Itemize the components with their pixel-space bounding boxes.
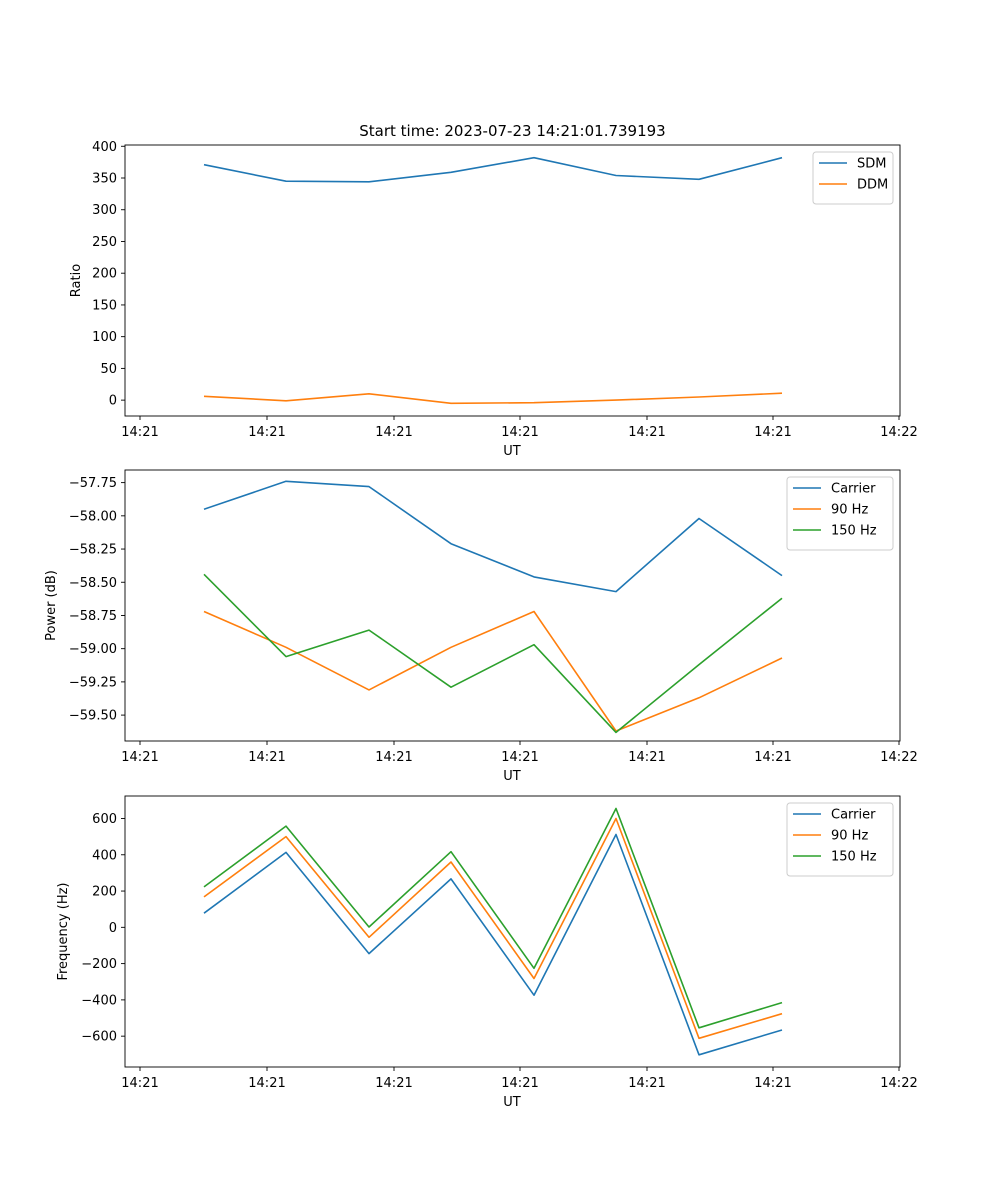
plot-3: 14:21 14:21 14:21 14:21 14:21 14:21 14:22 600 40… <box>56 795 918 1110</box>
x-tick-label: 14:22 <box>880 1076 917 1091</box>
legend-label: Carrier <box>831 808 876 823</box>
series-line-2 <box>203 817 783 1040</box>
y-tick-label: 400 <box>92 848 117 863</box>
legend: Carrier 90 Hz 150 Hz <box>786 476 894 551</box>
x-axis-label: UT <box>503 444 521 459</box>
x-tick-label: 14:21 <box>121 425 158 440</box>
plot-2: 14:21 14:21 14:21 14:21 14:21 14:21 14:22 −57.7… <box>44 469 918 784</box>
y-tick-label: 0 <box>109 394 117 409</box>
y-tick-label: 0 <box>109 921 117 936</box>
x-axis-label: UT <box>503 1095 521 1110</box>
x-tick-label: 14:22 <box>880 425 917 440</box>
y-tick-label: −57.75 <box>69 476 117 491</box>
x-tick-label: 14:21 <box>501 425 538 440</box>
legend-label: 150 Hz <box>831 850 877 865</box>
legend-label: DDM <box>857 178 888 193</box>
legend-label: 90 Hz <box>831 829 868 844</box>
series-line-1 <box>203 156 783 183</box>
y-tick-label: 600 <box>92 812 117 827</box>
legend-box <box>812 151 894 205</box>
legend-label: SDM <box>857 157 886 172</box>
series-line-2 <box>203 392 783 405</box>
series-line-3 <box>203 573 783 734</box>
x-tick-label: 14:21 <box>628 750 665 765</box>
legend-box <box>786 476 894 551</box>
plot-1: 14:21 14:21 14:21 14:21 14:21 14:21 14:22 0 50 10… <box>69 140 918 459</box>
x-tick-label: 14:21 <box>375 750 412 765</box>
y-tick-label: −59.00 <box>69 642 117 657</box>
plot-frame <box>124 795 901 1068</box>
y-tick-label: 400 <box>92 140 117 155</box>
legend-box <box>786 802 894 877</box>
plot-frame <box>124 144 901 417</box>
legend-label: 150 Hz <box>831 524 877 539</box>
y-tick-label: 350 <box>92 172 117 187</box>
y-tick-label: −58.75 <box>69 609 117 624</box>
series-line-1 <box>203 480 783 593</box>
x-tick-label: 14:21 <box>501 750 538 765</box>
y-tick-label: 250 <box>92 235 117 250</box>
x-tick-label: 14:21 <box>754 750 791 765</box>
figure-title: Start time: 2023-07-23 14:21:01.739193 <box>359 122 665 140</box>
y-tick-label: 300 <box>92 203 117 218</box>
y-tick-label: 50 <box>100 362 117 377</box>
x-tick-label: 14:21 <box>121 1076 158 1091</box>
y-tick-label: −200 <box>81 957 117 972</box>
x-axis-label: UT <box>503 769 521 784</box>
y-tick-label: −58.50 <box>69 576 117 591</box>
y-tick-label: −58.25 <box>69 543 117 558</box>
legend: SDM DDM <box>812 151 894 205</box>
series-line-3 <box>203 807 783 1029</box>
x-tick-label: 14:21 <box>754 425 791 440</box>
series-line-2 <box>203 610 783 732</box>
y-tick-label: 200 <box>92 267 117 282</box>
x-tick-label: 14:21 <box>248 750 285 765</box>
y-axis-label: Power (dB) <box>44 570 59 641</box>
x-tick-label: 14:21 <box>121 750 158 765</box>
x-tick-label: 14:21 <box>375 425 412 440</box>
legend-label: 90 Hz <box>831 503 868 518</box>
x-tick-label: 14:22 <box>880 750 917 765</box>
y-axis-label: Frequency (Hz) <box>56 882 71 980</box>
x-tick-label: 14:21 <box>628 425 665 440</box>
y-tick-label: 200 <box>92 885 117 900</box>
y-tick-label: 150 <box>92 298 117 313</box>
x-tick-label: 14:21 <box>375 1076 412 1091</box>
series-line-1 <box>203 833 783 1056</box>
x-tick-label: 14:21 <box>248 1076 285 1091</box>
y-tick-label: 100 <box>92 330 117 345</box>
x-tick-label: 14:21 <box>248 425 285 440</box>
y-tick-label: −600 <box>81 1030 117 1045</box>
y-axis-label: Ratio <box>69 264 84 297</box>
legend-label: Carrier <box>831 482 876 497</box>
x-tick-label: 14:21 <box>628 1076 665 1091</box>
y-tick-label: −58.00 <box>69 509 117 524</box>
x-tick-label: 14:21 <box>754 1076 791 1091</box>
y-tick-label: −59.25 <box>69 675 117 690</box>
x-tick-label: 14:21 <box>501 1076 538 1091</box>
plot-frame <box>124 469 901 742</box>
legend: Carrier 90 Hz 150 Hz <box>786 802 894 877</box>
y-tick-label: −59.50 <box>69 709 117 724</box>
y-tick-label: −400 <box>81 993 117 1008</box>
